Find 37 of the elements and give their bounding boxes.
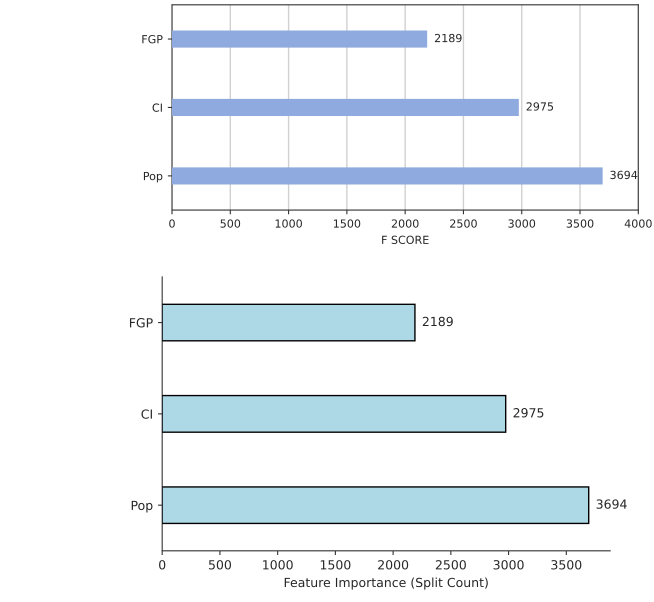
x-tick-label: 1000 [263, 560, 293, 570]
data-label: 2975 [514, 408, 544, 418]
x-axis-title: Feature Importance (Split Count) [284, 578, 488, 590]
x-tick-label: 3000 [508, 219, 536, 228]
x-tick-label: 1500 [334, 219, 360, 228]
x-tick-label: 0 [159, 560, 166, 570]
x-tick-label: 2000 [392, 219, 419, 228]
y-tick-label: FGP [130, 318, 153, 328]
x-tick-label: 3500 [551, 560, 582, 570]
y-tick-label: Pop [132, 500, 152, 513]
data-label: 2189 [434, 34, 462, 42]
bar [172, 167, 603, 184]
x-tick-label: 500 [220, 219, 240, 228]
x-tick-label: 2000 [378, 560, 408, 570]
x-tick-label: 3000 [494, 560, 524, 570]
y-tick-label: CI [152, 103, 162, 112]
x-tick-label: 2500 [436, 560, 466, 570]
x-tick-label: 2500 [450, 219, 477, 228]
bar [162, 486, 590, 524]
x-tick-label: 1000 [276, 219, 302, 228]
y-tick-label: CI [141, 409, 152, 419]
bar [172, 98, 519, 116]
x-tick-label: 4000 [624, 219, 652, 228]
x-tick-label: 500 [208, 560, 232, 570]
data-label: 2975 [526, 102, 554, 111]
data-label: 3694 [596, 499, 627, 509]
y-tick-label: FGP [142, 35, 163, 44]
y-tick-label: Pop [144, 172, 162, 182]
data-label: 3694 [610, 170, 638, 180]
data-label: 2189 [422, 316, 453, 326]
bar [162, 304, 416, 342]
bar [162, 394, 506, 433]
x-tick-label: 1500 [320, 560, 350, 570]
x-tick-label: 0 [169, 219, 175, 228]
x-tick-label: 3500 [566, 219, 594, 228]
x-axis-title: F SCORE [382, 236, 429, 244]
bar [172, 30, 428, 48]
